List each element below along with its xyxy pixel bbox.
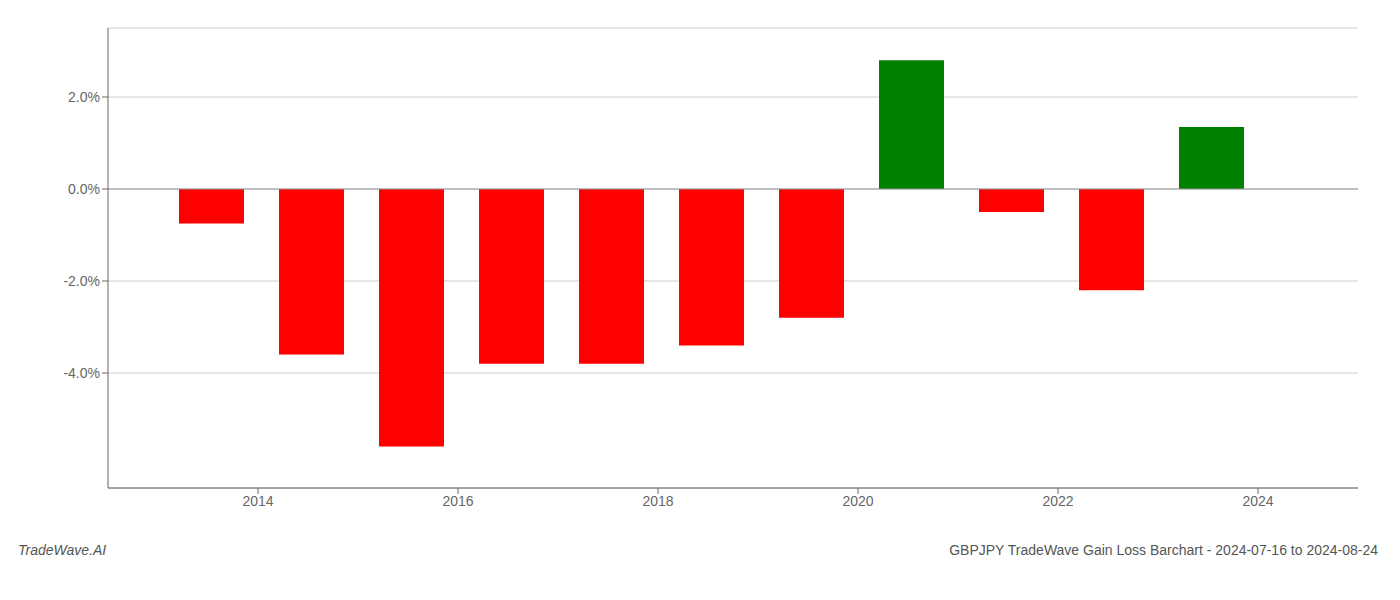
svg-text:2024: 2024 [1242,493,1273,509]
svg-text:0.0%: 0.0% [68,181,100,197]
svg-text:-2.0%: -2.0% [63,273,100,289]
svg-text:-4.0%: -4.0% [63,365,100,381]
svg-text:2022: 2022 [1042,493,1073,509]
svg-text:2020: 2020 [842,493,873,509]
svg-text:2018: 2018 [642,493,673,509]
svg-text:2016: 2016 [442,493,473,509]
svg-text:2.0%: 2.0% [68,89,100,105]
html-text:TradeWave.AI: TradeWave.AI [18,542,107,558]
svg-text:2014: 2014 [242,493,273,509]
html-text:GBPJPY TradeWave Gain Loss Bar: GBPJPY TradeWave Gain Loss Barchart - 20… [949,542,1378,558]
